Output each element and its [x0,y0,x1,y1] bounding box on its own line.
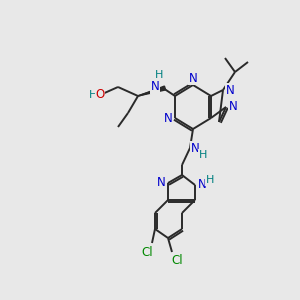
Text: N: N [151,80,159,94]
Text: N: N [190,142,200,154]
Text: H: H [89,90,97,100]
Text: H: H [155,70,163,80]
Polygon shape [138,86,166,96]
Text: Cl: Cl [141,245,153,259]
Text: H: H [206,175,214,185]
Text: N: N [198,178,206,191]
Text: N: N [157,176,165,190]
Text: H: H [199,150,207,160]
Text: N: N [164,112,172,124]
Text: N: N [189,71,197,85]
Text: N: N [229,100,237,113]
Text: N: N [226,83,234,97]
Text: O: O [95,88,105,101]
Text: Cl: Cl [171,254,183,268]
